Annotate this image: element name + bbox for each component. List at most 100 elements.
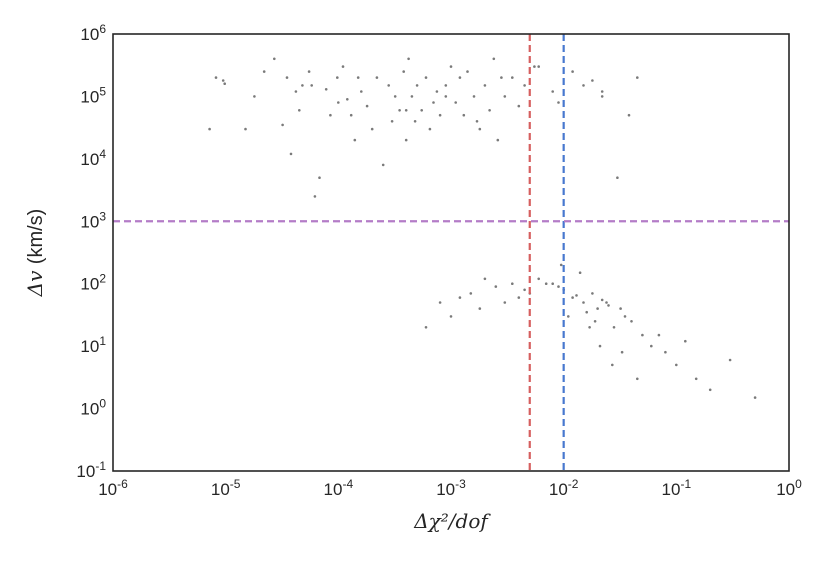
data-point (475, 120, 479, 123)
data-point (398, 109, 401, 112)
data-point (537, 65, 540, 68)
x-tick-label: 10-2 (549, 477, 579, 499)
data-point (407, 57, 410, 61)
data-point (600, 298, 604, 302)
data-point (208, 127, 211, 131)
data-point (605, 301, 608, 304)
data-point (591, 79, 594, 82)
data-point (728, 358, 732, 362)
data-point (483, 84, 487, 87)
data-point (588, 326, 591, 329)
data-point (517, 296, 521, 299)
data-point (424, 326, 428, 329)
data-point (370, 127, 374, 131)
data-point (428, 127, 432, 131)
data-point (466, 70, 469, 73)
data-point (593, 320, 597, 323)
data-point (318, 176, 321, 179)
data-point (500, 76, 503, 79)
data-point (478, 127, 482, 131)
data-point (353, 138, 357, 142)
data-point (313, 195, 317, 198)
data-point (404, 138, 408, 142)
data-point (600, 90, 604, 93)
data-point (492, 57, 496, 61)
data-point (375, 76, 379, 79)
data-point (496, 138, 500, 142)
data-point (571, 70, 574, 73)
data-point (598, 344, 602, 348)
data-point (449, 315, 453, 318)
y-tick-label: 105 (80, 84, 106, 106)
data-point (310, 84, 314, 87)
data-point (462, 113, 466, 117)
data-point (413, 120, 417, 123)
data-point (657, 333, 661, 337)
data-point (337, 101, 340, 104)
x-axis-label: Δχ²/dof (413, 509, 491, 533)
data-point (620, 350, 624, 354)
data-point (356, 76, 360, 79)
data-point (575, 294, 578, 297)
data-point (301, 84, 304, 87)
data-point (582, 84, 585, 87)
data-point (523, 84, 526, 87)
data-point (435, 90, 439, 93)
data-point (523, 288, 526, 292)
data-point (289, 152, 293, 156)
data-point (582, 301, 585, 304)
data-point (607, 304, 610, 307)
data-point (285, 76, 289, 79)
data-point (636, 76, 639, 79)
data-point (420, 109, 424, 112)
y-tick-label: 103 (80, 209, 106, 231)
data-point (410, 95, 414, 98)
y-tick-label: 101 (80, 334, 106, 356)
data-point (551, 282, 554, 286)
data-point (641, 333, 644, 337)
data-point (444, 84, 448, 87)
data-point (537, 277, 540, 281)
data-point (449, 65, 453, 68)
x-tick-label: 10-6 (98, 477, 128, 499)
data-point (494, 285, 498, 288)
data-point (341, 65, 345, 68)
data-point (585, 310, 588, 314)
data-point (503, 301, 507, 304)
data-point (517, 104, 521, 108)
data-point (511, 76, 514, 79)
data-point (402, 70, 406, 73)
data-point (444, 95, 448, 98)
data-point (454, 101, 458, 104)
data-point (253, 95, 256, 98)
data-point (544, 282, 548, 286)
data-point (623, 315, 627, 318)
x-tick-label: 10-4 (324, 477, 354, 499)
data-point (483, 277, 487, 281)
y-tick-label: 100 (80, 397, 106, 419)
data-point (557, 285, 560, 288)
data-point (360, 90, 363, 93)
x-tick-label: 10-1 (662, 477, 692, 499)
data-point (559, 263, 563, 267)
data-point (612, 326, 616, 329)
data-point (404, 109, 408, 112)
data-point (611, 363, 614, 367)
y-axis-ticks: 10-1 100 101 102 103 104 105 106 (76, 22, 106, 481)
data-point (458, 296, 462, 299)
data-point (567, 315, 570, 318)
data-point (349, 113, 353, 117)
data-point (533, 65, 536, 68)
data-point (390, 120, 394, 123)
data-point (684, 339, 687, 343)
y-tick-label: 102 (80, 272, 106, 294)
reference-lines (113, 34, 789, 471)
data-point (636, 377, 639, 381)
data-point (294, 90, 298, 93)
data-point (616, 176, 619, 179)
x-axis-ticks: 10-6 10-5 10-4 10-3 10-2 10-1 100 (98, 477, 802, 499)
data-point (336, 76, 339, 79)
data-point (381, 163, 385, 167)
data-point (244, 127, 247, 131)
